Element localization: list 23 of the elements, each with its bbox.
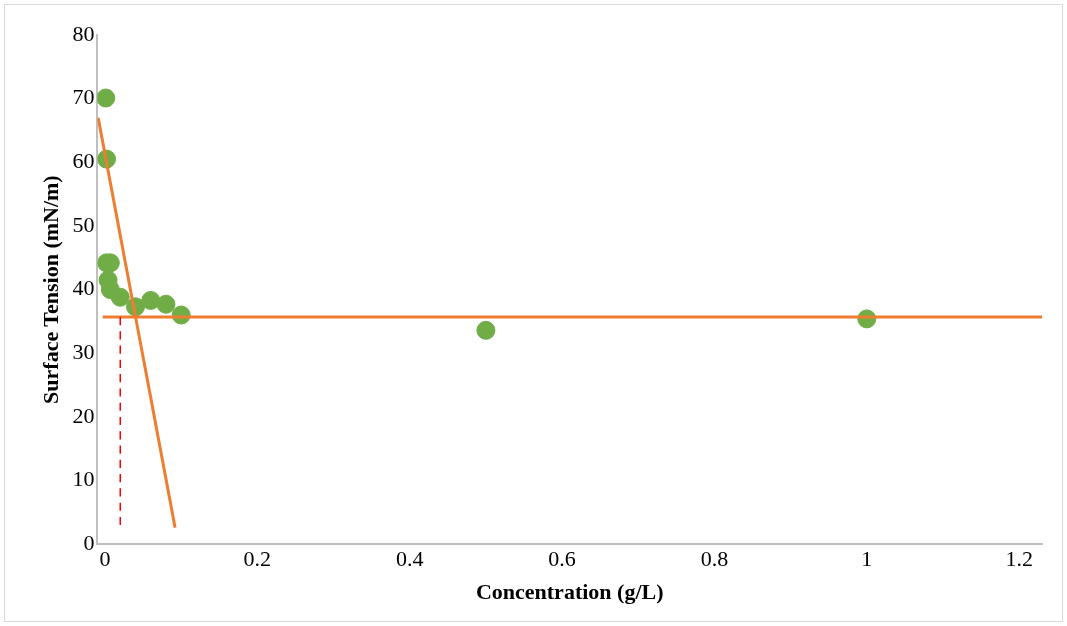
y-tick-label: 60 [72, 148, 95, 174]
point [476, 320, 496, 340]
point [110, 287, 130, 307]
y-axis-title: Surface Tension (mN/m) [37, 175, 63, 404]
y-tick-label: 50 [72, 211, 95, 237]
point [97, 88, 116, 108]
point [156, 294, 176, 314]
y-tick-label: 10 [72, 466, 95, 492]
x-axis-title: Concentration (g/L) [475, 579, 664, 605]
x-tick-label: 1.2 [1005, 546, 1033, 572]
y-tick-label: 30 [72, 339, 95, 365]
x-tick-label: 1 [861, 546, 873, 572]
x-tick-label: 0.4 [395, 546, 424, 572]
y-tick-label: 0 [83, 529, 95, 555]
y-tick-label: 40 [72, 275, 95, 301]
y-tick-label: 20 [72, 402, 95, 428]
y-tick-label: 80 [72, 20, 95, 46]
x-tick-label: 0.6 [548, 546, 576, 572]
x-tick-label: 0.2 [243, 546, 272, 572]
point [141, 290, 161, 310]
y-tick-label: 70 [72, 84, 95, 110]
x-tick-label: 0.8 [700, 546, 729, 572]
x-tick-label: 0 [99, 546, 111, 572]
